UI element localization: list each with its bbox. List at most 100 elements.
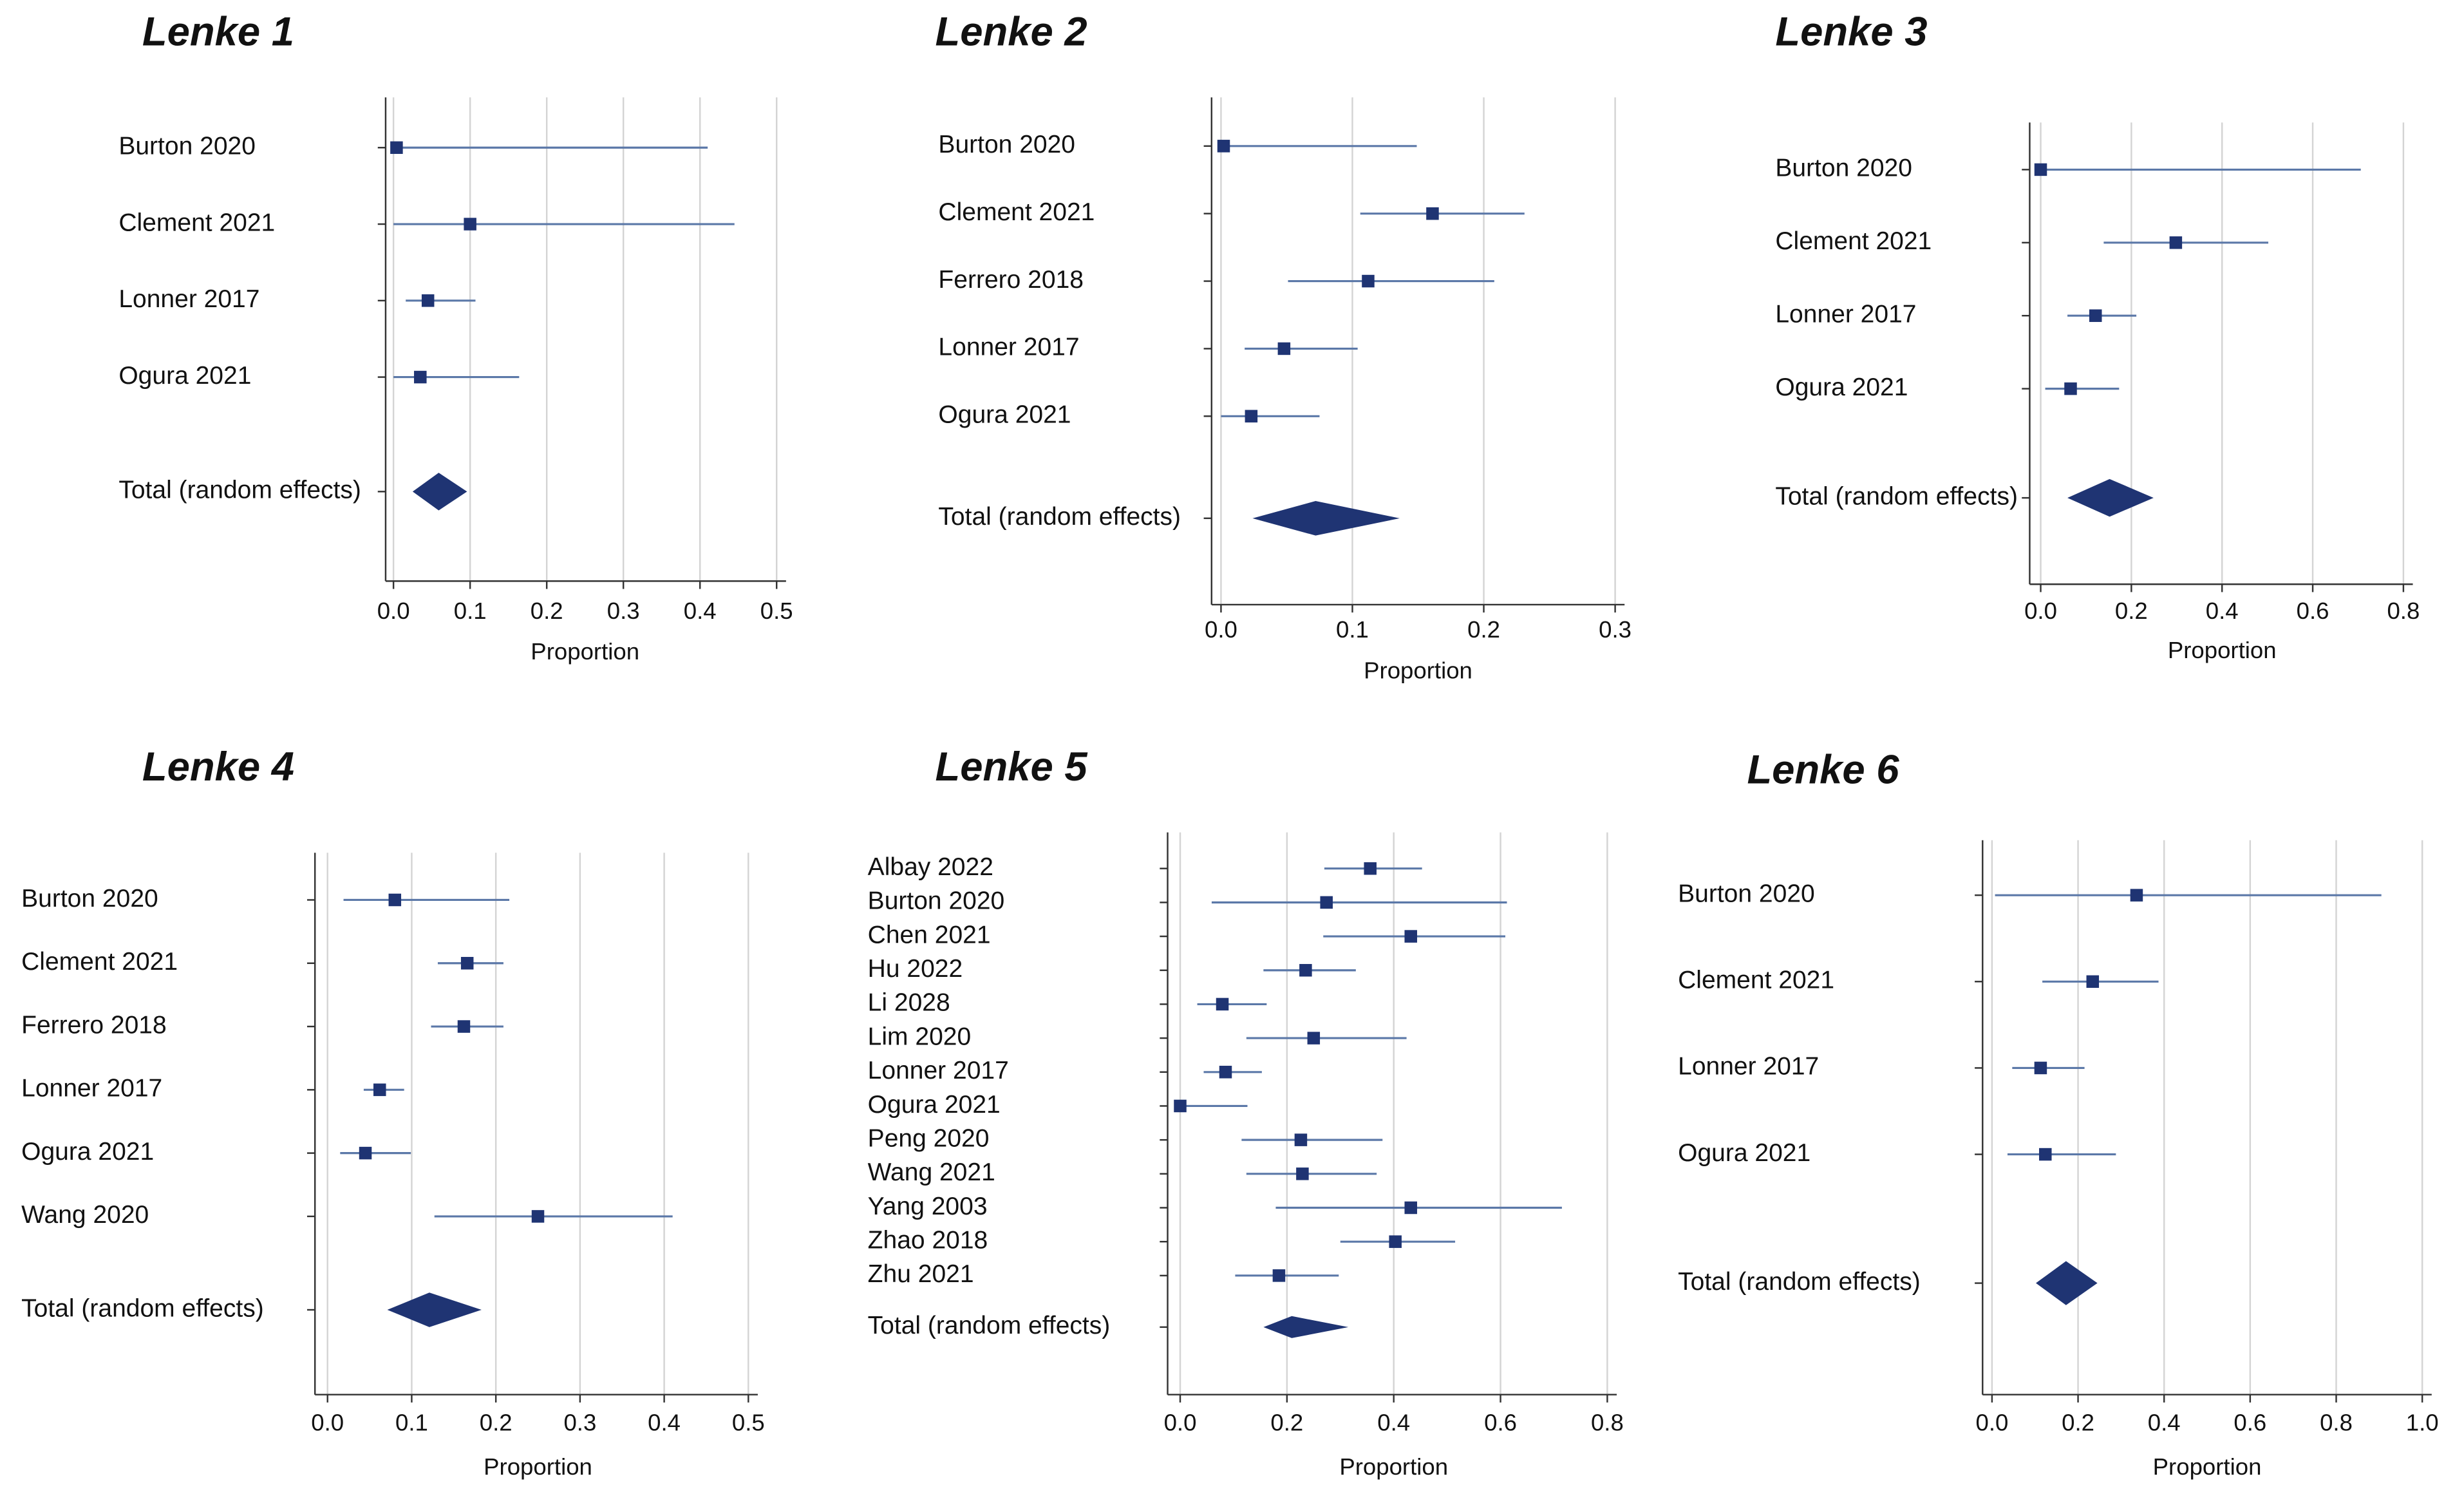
point-estimate [414, 370, 427, 384]
study-label: Wang 2020 [21, 1201, 149, 1229]
point-estimate [1389, 1235, 1402, 1248]
study-label: Albay 2022 [868, 853, 993, 881]
point-estimate [390, 141, 403, 155]
panel-title: Lenke 1 [142, 9, 294, 54]
x-axis-title: Proportion [2168, 637, 2277, 663]
x-tick-label: 0.3 [563, 1410, 596, 1436]
study-label: Burton 2020 [1678, 880, 1815, 907]
x-tick-label: 0.2 [2062, 1410, 2094, 1436]
x-tick-label: 0.2 [531, 598, 563, 624]
study-label: Ogura 2021 [1678, 1139, 1810, 1167]
summary-diamond [412, 473, 467, 511]
study-label: Chen 2021 [868, 921, 991, 949]
point-estimate [1277, 342, 1291, 355]
x-tick-label: 0.0 [2024, 598, 2057, 624]
study-label: Clement 2021 [1678, 967, 1834, 994]
point-estimate [1272, 1269, 1286, 1282]
x-tick-label: 0.0 [1975, 1410, 2008, 1436]
study-label: Burton 2020 [938, 131, 1075, 158]
study-label: Total (random effects) [938, 503, 1181, 531]
study-label: Lonner 2017 [1775, 301, 1916, 328]
x-tick-label: 0.2 [1467, 616, 1500, 643]
point-estimate [2169, 236, 2183, 249]
x-tick-label: 0.6 [2234, 1410, 2266, 1436]
x-tick-label: 0.4 [2148, 1410, 2181, 1436]
summary-diamond [1263, 1316, 1349, 1338]
point-estimate [531, 1210, 545, 1223]
forest-plot: Lenke 2 0.0 0.1 0.2 0.3 Proportion Burton 2020… [936, 9, 1632, 683]
panel-title: Lenke 4 [142, 744, 294, 789]
x-tick-label: 0.6 [2297, 598, 2329, 624]
x-tick-label: 0.0 [1205, 616, 1237, 643]
study-label: Ogura 2021 [868, 1091, 1001, 1119]
point-estimate [1294, 1133, 1308, 1146]
study-label: Ogura 2021 [938, 401, 1071, 429]
x-tick-label: 0.8 [2320, 1410, 2353, 1436]
x-tick-label: 0.2 [2115, 598, 2148, 624]
point-estimate [1307, 1032, 1321, 1045]
point-estimate [1426, 207, 1439, 220]
point-estimate [373, 1083, 386, 1097]
x-tick-label: 1.0 [2406, 1410, 2439, 1436]
study-label: Zhu 2021 [868, 1260, 974, 1288]
forest-plot: Lenke 6 0.0 0.2 0.4 0.6 0.8 1.0 Proportion Burto… [1678, 748, 2438, 1480]
point-estimate [1217, 140, 1230, 153]
summary-diamond [2036, 1261, 2098, 1305]
x-axis-title: Proportion [1364, 657, 1472, 683]
point-estimate [2034, 163, 2047, 176]
study-label: Zhao 2018 [868, 1226, 988, 1254]
x-tick-label: 0.3 [1599, 616, 1632, 643]
study-label: Lim 2020 [868, 1023, 972, 1050]
point-estimate [2034, 1061, 2047, 1075]
point-estimate [1219, 1066, 1232, 1079]
panel-title: Lenke 2 [936, 9, 1087, 54]
x-tick-label: 0.4 [684, 598, 717, 624]
study-label: Clement 2021 [938, 198, 1095, 226]
x-axis-title: Proportion [1339, 1453, 1448, 1480]
study-label: Burton 2020 [1775, 155, 1912, 182]
study-label: Peng 2020 [868, 1124, 990, 1152]
panel-title: Lenke 3 [1775, 9, 1927, 54]
point-estimate [464, 218, 476, 231]
summary-diamond [387, 1292, 482, 1327]
study-label: Burton 2020 [868, 887, 1005, 915]
x-axis-title: Proportion [531, 638, 639, 665]
study-label: Lonner 2017 [1678, 1053, 1819, 1081]
point-estimate [1320, 896, 1333, 909]
point-estimate [460, 957, 474, 970]
point-estimate [1404, 1201, 1417, 1215]
point-estimate [359, 1146, 372, 1160]
x-tick-label: 0.5 [760, 598, 793, 624]
study-label: Lonner 2017 [21, 1075, 162, 1102]
point-estimate [2086, 975, 2100, 988]
x-axis-title: Proportion [2153, 1453, 2262, 1480]
x-tick-label: 0.0 [311, 1410, 344, 1436]
point-estimate [388, 893, 402, 907]
study-label: Total (random effects) [21, 1294, 264, 1322]
study-label: Total (random effects) [868, 1312, 1111, 1339]
study-label: Clement 2021 [118, 209, 275, 236]
study-label: Burton 2020 [21, 885, 158, 912]
x-tick-label: 0.1 [395, 1410, 428, 1436]
summary-diamond [2067, 478, 2154, 517]
study-label: Burton 2020 [118, 133, 256, 160]
x-tick-label: 0.1 [1336, 616, 1369, 643]
forest-plot: Lenke 5 0.0 0.2 0.4 0.6 0.8 Proportion Albay 20… [868, 744, 1624, 1480]
study-label: Total (random effects) [118, 477, 361, 504]
point-estimate [1364, 862, 1377, 875]
x-tick-label: 0.0 [377, 598, 410, 624]
forest-plot: Lenke 3 0.0 0.2 0.4 0.6 0.8 Proportion Burton 2… [1775, 9, 2420, 663]
x-tick-label: 0.4 [1377, 1410, 1410, 1436]
study-label: Clement 2021 [21, 948, 178, 976]
study-label: Ogura 2021 [118, 362, 251, 390]
point-estimate [421, 294, 435, 307]
study-label: Yang 2003 [868, 1193, 988, 1220]
study-label: Lonner 2017 [118, 285, 259, 313]
point-estimate [1296, 1167, 1309, 1180]
point-estimate [2064, 382, 2077, 395]
point-estimate [1245, 410, 1258, 423]
point-estimate [2039, 1148, 2052, 1161]
study-label: Total (random effects) [1775, 482, 2018, 510]
x-tick-label: 0.5 [732, 1410, 765, 1436]
